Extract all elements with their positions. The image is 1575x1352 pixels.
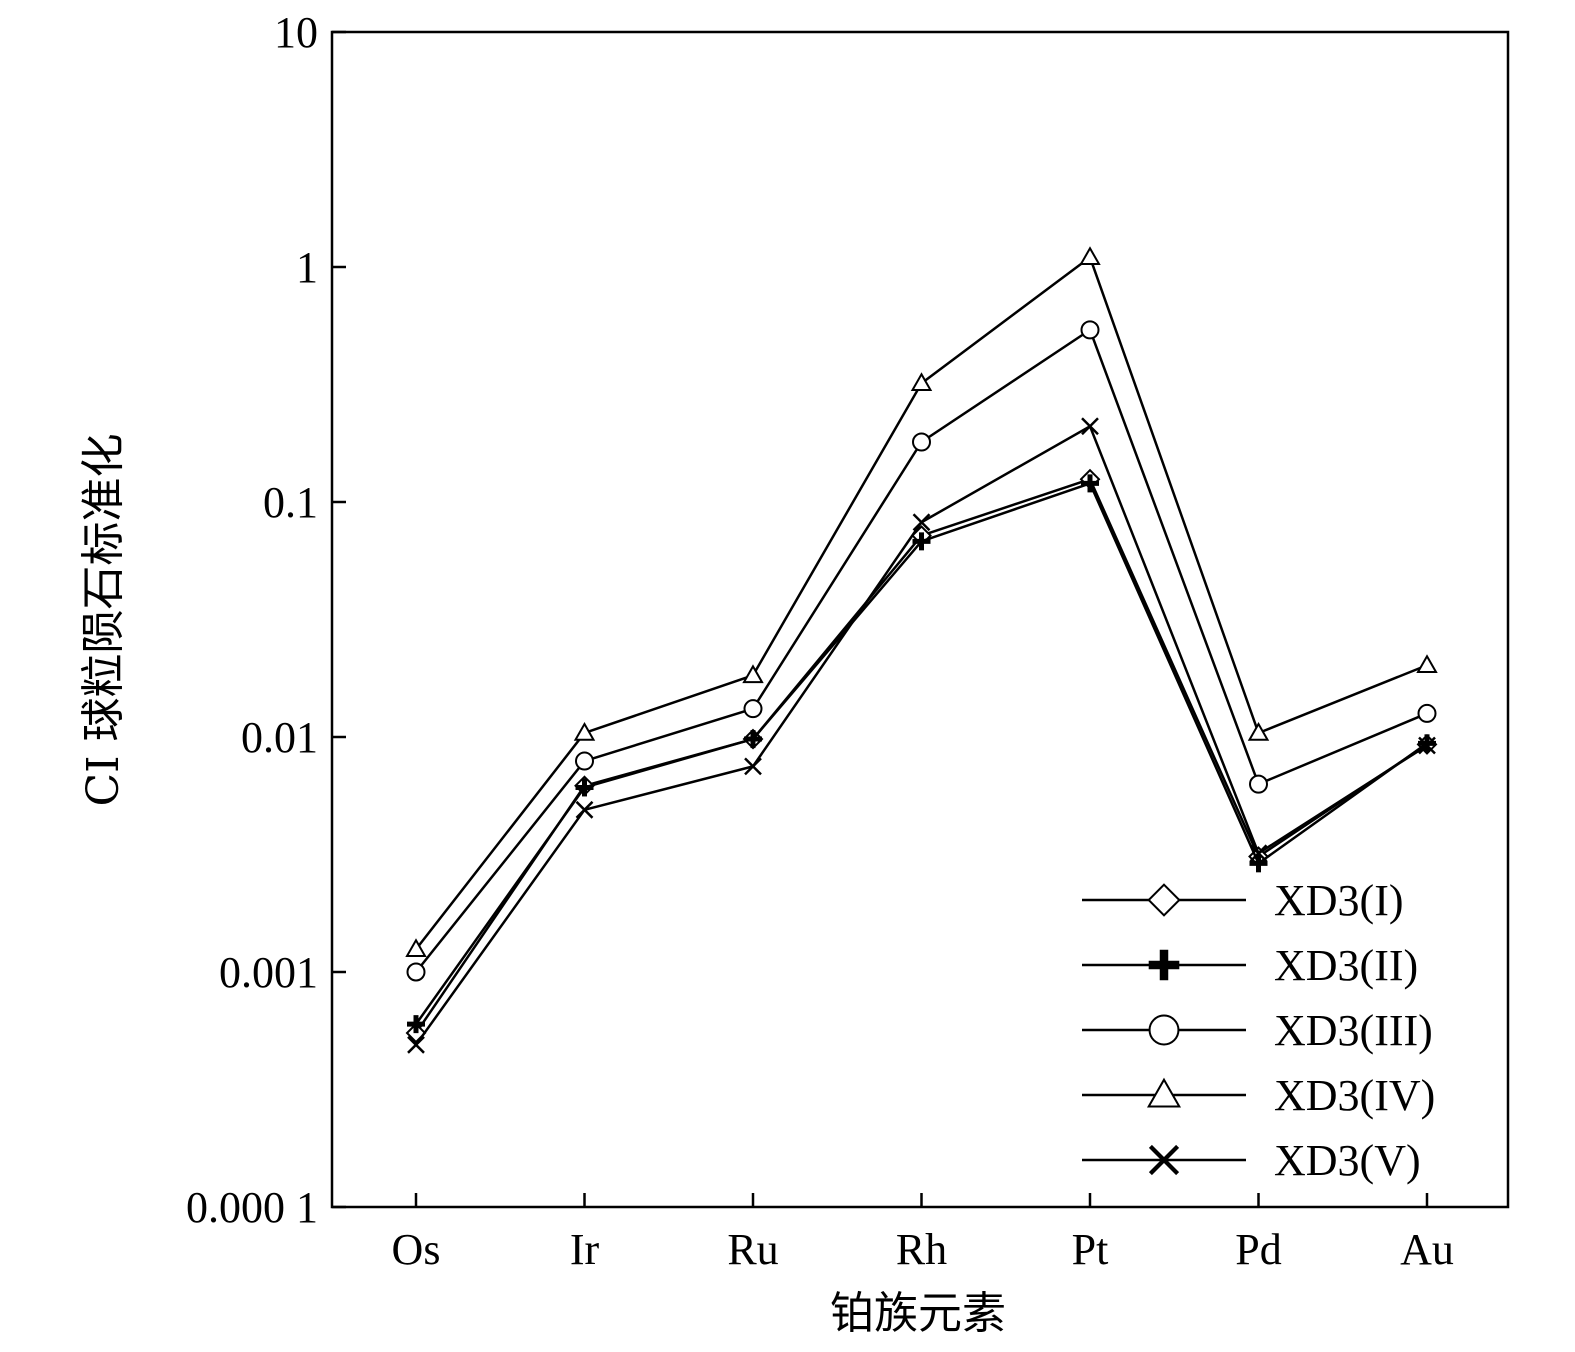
data-point [1418,736,1436,755]
legend-item: XD3(III) [1082,1006,1433,1055]
data-point [1417,703,1437,723]
legend-item: XD3(II) [1082,941,1418,990]
data-point [407,1035,425,1054]
data-point [573,721,596,741]
data-point [1247,721,1270,741]
data-point [1249,854,1268,873]
data-point [1249,844,1268,863]
legend-label: XD3(IV) [1274,1071,1435,1120]
data-point [743,699,763,719]
series-3 [406,320,1437,982]
series-2 [407,474,1436,1034]
x-tick-label: Ir [570,1225,600,1274]
data-point [575,751,594,771]
legend-label: XD3(V) [1274,1136,1421,1185]
x-tick-label: Au [1400,1225,1454,1274]
x-axis: Os Ir Ru Rh Pt Pd Au [392,1193,1454,1274]
legend-label: XD3(I) [1274,876,1404,925]
data-point [1249,774,1268,794]
x-tick-label: Pd [1235,1225,1281,1274]
data-point [407,1015,425,1034]
data-point [912,432,931,452]
data-point [1081,474,1099,493]
data-point [1418,734,1436,753]
data-point [1081,417,1099,436]
data-point [1080,320,1100,340]
y-tick-label: 0.01 [241,713,318,762]
legend-marker [1146,1077,1182,1108]
legend-label: XD3(III) [1274,1006,1433,1055]
y-tick-label: 1 [296,243,318,292]
x-axis-title: 铂族元素 [830,1288,1006,1339]
legend-item: XD3(I) [1082,876,1404,925]
y-tick-label: 0.001 [219,948,318,997]
data-point [910,372,933,392]
data-point [405,938,427,957]
y-axis: 10 1 0.1 0.01 0.001 0.000 1 [186,8,346,1232]
series-5 [407,417,1436,1054]
data-point [1416,654,1438,673]
x-tick-label: Ru [727,1225,778,1274]
legend-marker [1148,1014,1180,1046]
x-tick-label: Os [392,1225,441,1274]
data-point [912,532,931,551]
series-layer [405,246,1438,1054]
data-point [406,962,426,982]
y-tick-label: 10 [274,8,318,57]
data-point [575,800,594,819]
x-tick-label: Rh [896,1225,947,1274]
plot-frame [330,30,1510,1209]
legend-item: XD3(IV) [1082,1071,1435,1120]
legend-marker [1147,883,1181,917]
data-point [575,778,594,797]
y-tick-label: 0.1 [263,478,318,527]
legend-item: XD3(V) [1082,1136,1421,1185]
x-tick-label: Pt [1072,1225,1109,1274]
data-point [742,664,764,684]
plot-area [330,30,1510,1209]
y-tick-label: 0.000 1 [186,1183,318,1232]
y-axis-title: CI 球粒陨石标准化 [78,433,129,806]
data-point [912,513,931,532]
legend-marker [1148,1144,1180,1176]
data-point [744,730,762,749]
data-point [744,757,762,776]
series-4 [405,246,1438,957]
legend-label: XD3(II) [1274,941,1418,990]
legend: XD3(I) XD3(II) XD3(III) XD3(IV) XD3(V) [1082,876,1435,1185]
legend-marker [1148,949,1180,981]
data-point [1079,246,1101,266]
